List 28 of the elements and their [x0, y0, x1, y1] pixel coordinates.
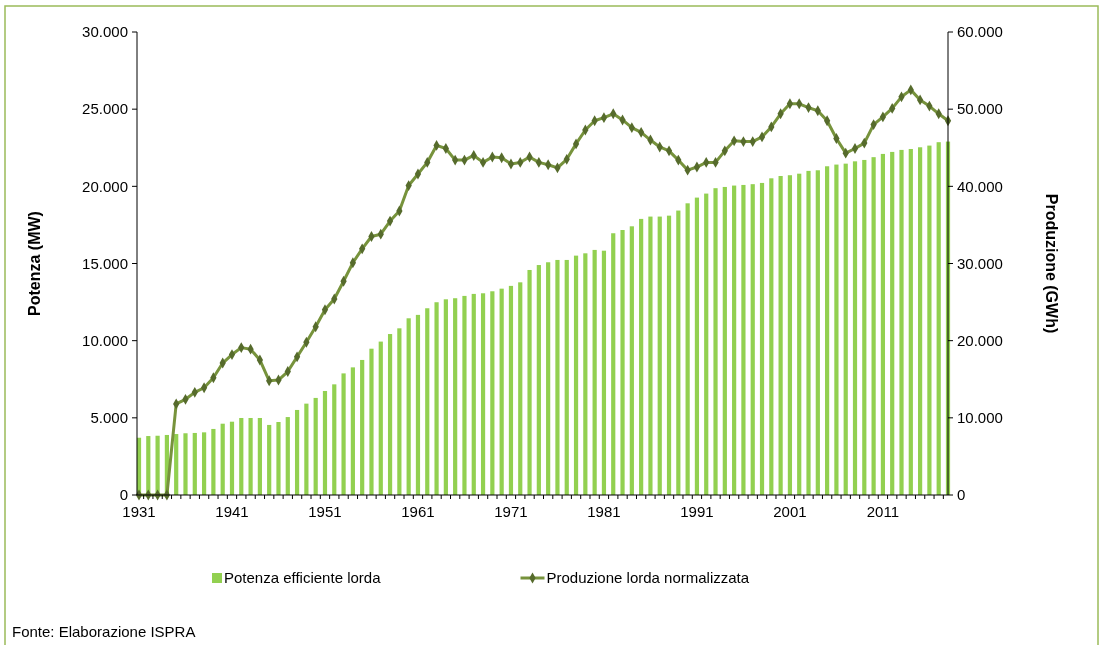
y2-tick-label: 0	[957, 486, 966, 504]
legend-label: Produzione lorda normalizzata	[546, 569, 750, 587]
x-tick-label: 1951	[308, 503, 342, 520]
y-tick-label: 15.000	[82, 254, 128, 272]
y-tick-label: 0	[119, 486, 128, 504]
y2-tick-label: 60.000	[957, 23, 1003, 41]
y-tick-label: 5.000	[90, 409, 128, 427]
x-tick-label: 2001	[773, 503, 807, 520]
x-tick-label: 1961	[401, 503, 435, 520]
source-note: Fonte: Elaborazione ISPRA	[12, 623, 196, 640]
x-tick-label: 1981	[587, 503, 621, 520]
y2-axis-title: Produzione (GWh)	[1043, 193, 1060, 334]
y-axis-title: Potenza (MW)	[26, 211, 43, 316]
x-tick-label: 1941	[215, 503, 249, 520]
legend-label: Potenza efficiente lorda	[224, 569, 382, 587]
y2-tick-label: 40.000	[957, 177, 1003, 195]
y-tick-label: 25.000	[82, 100, 128, 118]
y-tick-label: 30.000	[82, 23, 128, 41]
y2-tick-label: 10.000	[957, 409, 1003, 427]
x-tick-label: 1971	[494, 503, 528, 520]
x-tick-label: 2011	[866, 503, 900, 520]
y2-tick-label: 50.000	[957, 100, 1003, 118]
x-tick-label: 1931	[122, 503, 156, 520]
y2-tick-label: 20.000	[957, 331, 1003, 349]
y-tick-label: 10.000	[82, 331, 128, 349]
x-tick-label: 1991	[680, 503, 714, 520]
y-tick-label: 20.000	[82, 177, 128, 195]
y2-tick-label: 30.000	[957, 254, 1003, 272]
